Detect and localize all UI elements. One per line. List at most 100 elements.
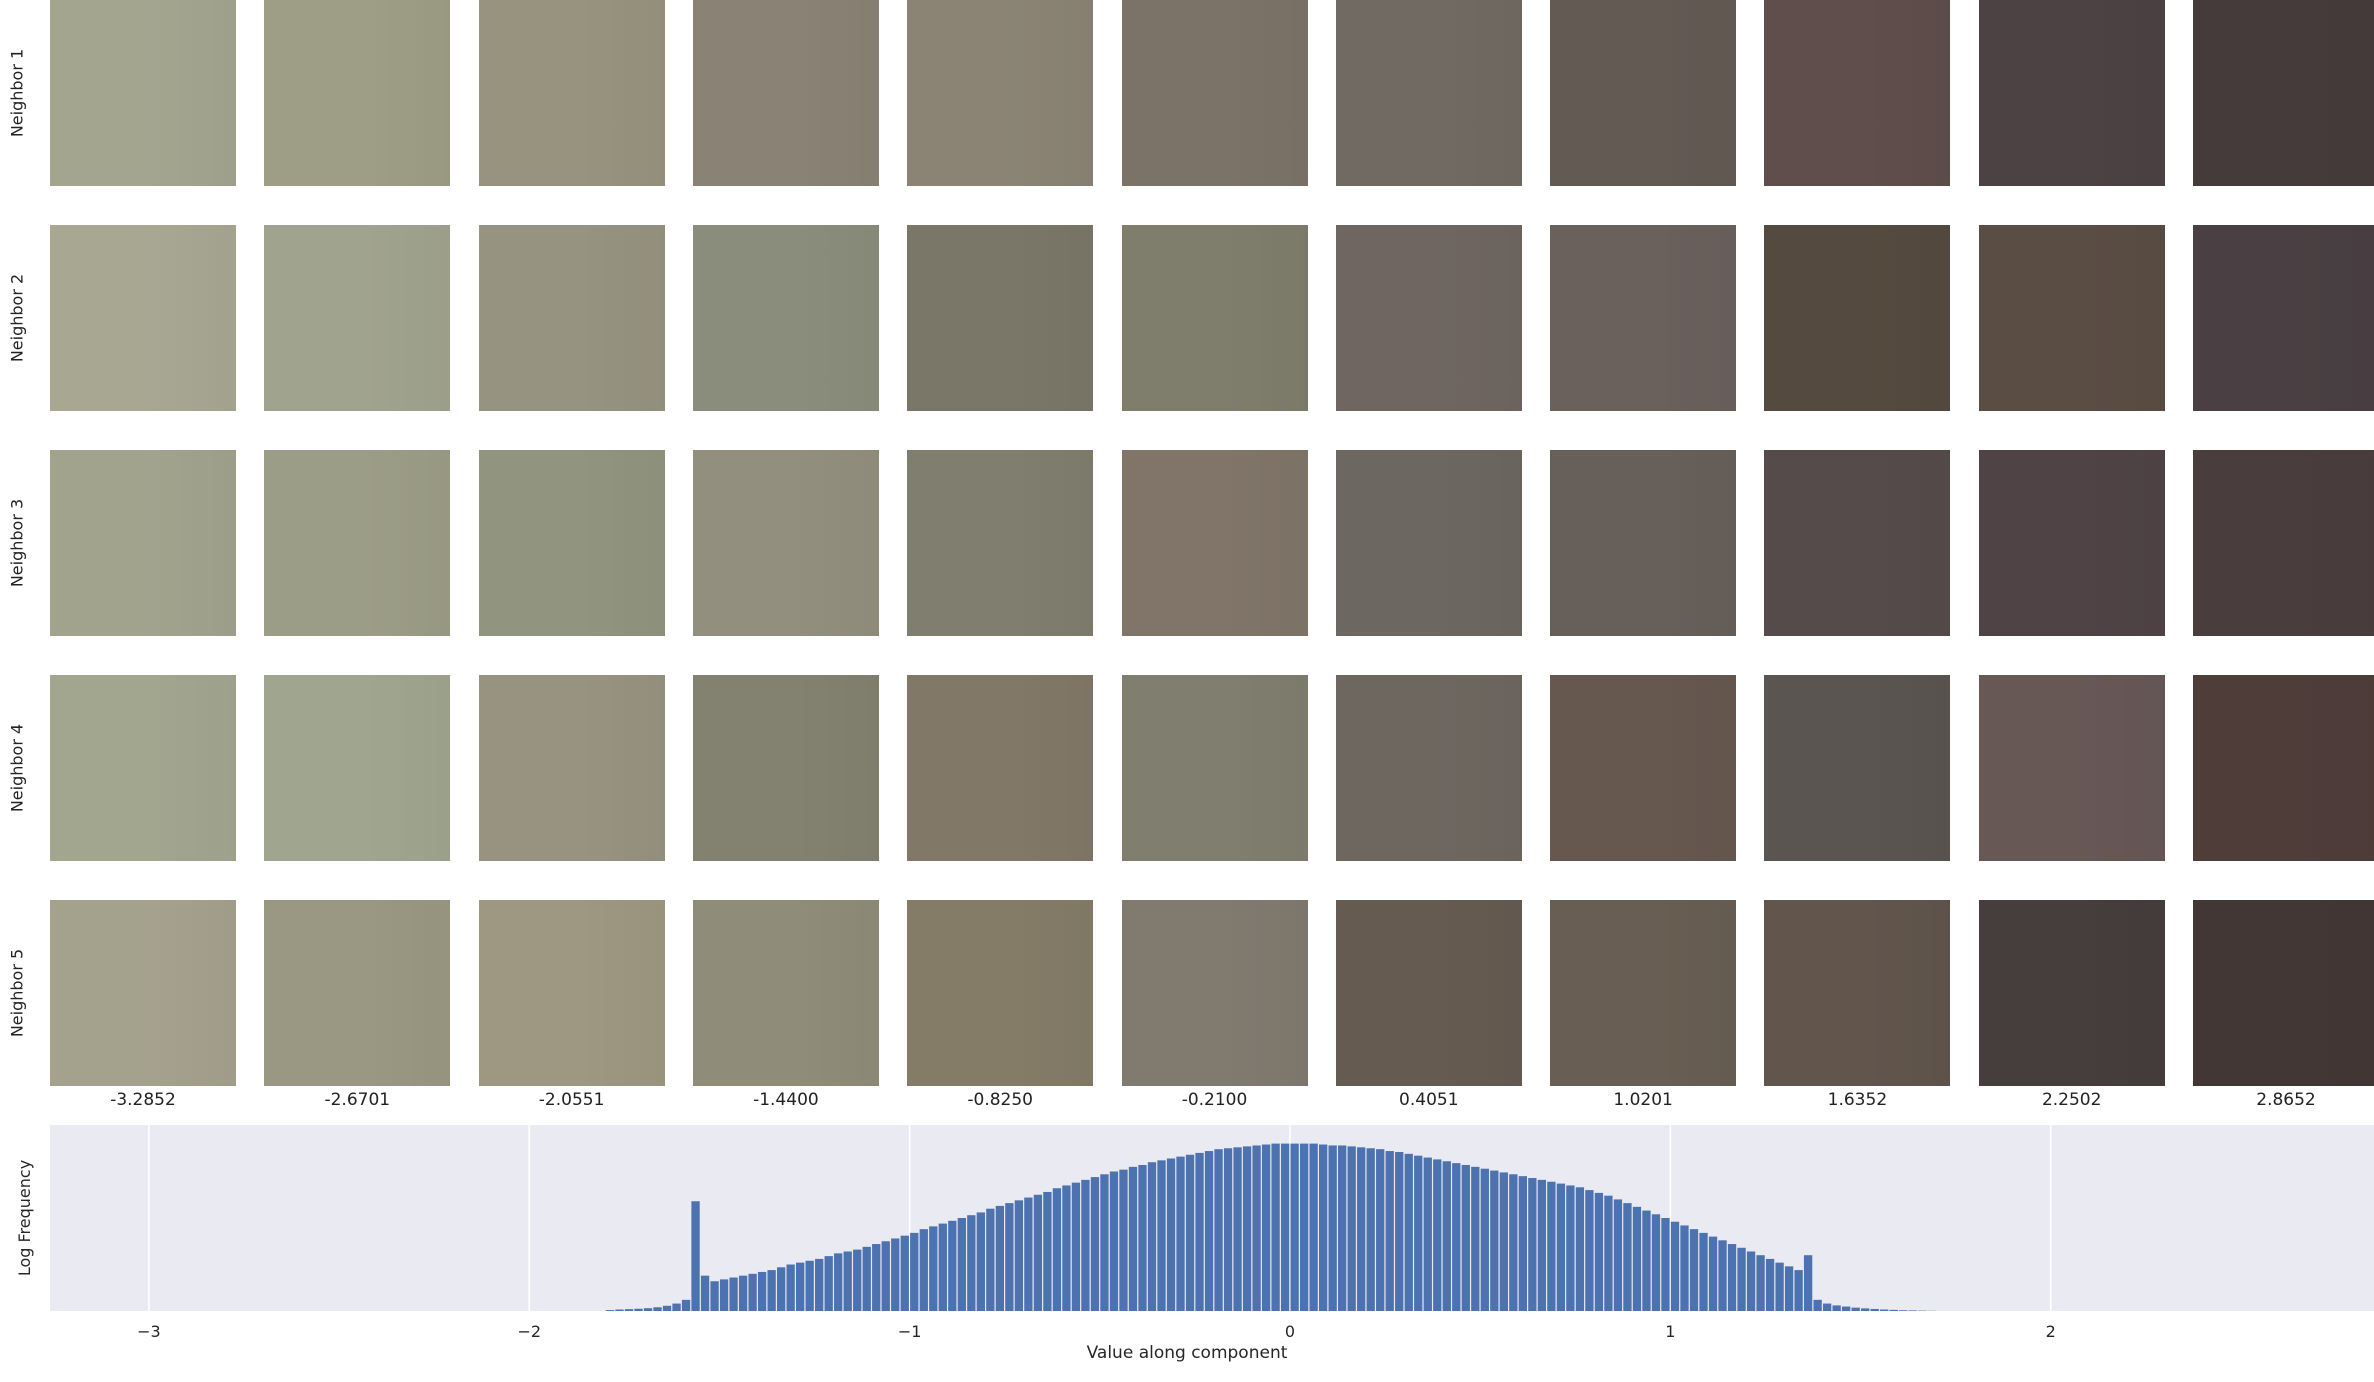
histogram-bar — [672, 1303, 681, 1311]
histogram-bar — [1889, 1309, 1898, 1311]
histogram-bar — [1005, 1203, 1014, 1311]
histogram-bar — [1813, 1299, 1822, 1311]
histogram-bar — [1157, 1160, 1166, 1311]
histogram-bar — [1547, 1181, 1556, 1311]
histogram-bar — [1689, 1229, 1699, 1311]
neighbor-image-tile — [692, 0, 879, 186]
histogram-bar — [776, 1267, 786, 1311]
histogram-bar — [710, 1281, 719, 1311]
histogram-bar — [1499, 1172, 1508, 1311]
histogram-bar — [1651, 1214, 1661, 1311]
neighbor-image-tile — [1550, 450, 1737, 636]
neighbor-image-tile — [1121, 450, 1308, 636]
histogram-bar — [1661, 1218, 1670, 1311]
neighbor-image-tile — [264, 900, 451, 1086]
histogram-bar — [853, 1249, 862, 1311]
histogram-bar — [872, 1244, 881, 1311]
histogram-bar — [1452, 1163, 1461, 1311]
x-tick-label: −1 — [898, 1322, 922, 1341]
histogram-bar — [681, 1299, 691, 1311]
histogram-bar — [1822, 1303, 1832, 1311]
neighbor-image-tile — [478, 0, 665, 186]
neighbor-image-tile — [1978, 225, 2165, 411]
column-value-label: 2.8652 — [2256, 1090, 2316, 1110]
histogram-bar — [929, 1226, 938, 1311]
histogram-bar — [1518, 1176, 1527, 1311]
histogram-bar — [1214, 1149, 1223, 1311]
histogram-bar — [1299, 1143, 1309, 1311]
histogram-bar — [1718, 1240, 1727, 1311]
histogram-bar — [1242, 1146, 1252, 1311]
column-value-label: 2.2502 — [2041, 1090, 2102, 1110]
histogram-bar — [967, 1215, 976, 1311]
histogram-bar — [919, 1229, 928, 1311]
histogram-bar — [662, 1305, 672, 1311]
y-axis-label: Log Frequency — [15, 1160, 34, 1276]
histogram-bar — [691, 1201, 700, 1311]
neighbor-image-tile — [478, 450, 665, 636]
histogram-bar — [615, 1309, 624, 1311]
histogram-bar — [1461, 1164, 1470, 1311]
column-value-label: -2.0551 — [538, 1090, 605, 1110]
histogram-bar — [1280, 1143, 1290, 1311]
histogram-bar — [815, 1258, 824, 1311]
neighbor-image-tile — [50, 225, 236, 411]
neighbor-image-tile — [478, 675, 665, 861]
histogram-bar — [1024, 1197, 1033, 1311]
histogram-bar — [1271, 1143, 1280, 1311]
neighbor-image-tile — [50, 450, 236, 636]
neighbor-tile-grid: Neighbor 1 Neighbor 2 Neighbor 3 Neighbor 4… — [8, 0, 2374, 1110]
neighbor-image-tile — [907, 0, 1094, 186]
histogram-bar — [1442, 1161, 1451, 1311]
histogram-bar — [1670, 1221, 1680, 1311]
x-tick-label: 0 — [1285, 1322, 1295, 1341]
histogram-bar — [1433, 1159, 1442, 1311]
histogram-bar — [738, 1275, 748, 1311]
neighbor-image-tile — [907, 225, 1094, 411]
histogram-bar — [881, 1241, 890, 1311]
histogram-bar — [1765, 1258, 1775, 1311]
x-tick-label: −3 — [137, 1322, 161, 1341]
histogram-bar — [986, 1208, 995, 1311]
histogram-bar — [1252, 1145, 1261, 1311]
histogram-bar — [976, 1212, 985, 1311]
neighbor-image-tile — [907, 900, 1094, 1086]
histogram-bar — [1204, 1151, 1214, 1311]
histogram-bar — [1233, 1147, 1242, 1311]
histogram-bar — [1357, 1147, 1366, 1311]
histogram-bar — [1585, 1190, 1594, 1311]
neighbor-image-tile — [1121, 0, 1308, 186]
histogram-bar — [624, 1309, 634, 1311]
histogram-bar — [1528, 1178, 1537, 1311]
neighbor-image-tile — [478, 900, 665, 1086]
neighbor-image-tile — [264, 450, 451, 636]
histogram-bar — [1575, 1187, 1585, 1311]
histogram-bar — [1081, 1179, 1090, 1311]
histogram-bar — [891, 1238, 900, 1311]
histogram-bar — [862, 1246, 871, 1311]
column-value-label: -3.2852 — [110, 1090, 176, 1110]
histogram-bar — [1014, 1200, 1024, 1311]
histogram-bar — [1746, 1251, 1756, 1311]
neighbor-image-tile — [1550, 675, 1737, 861]
histogram-bar — [1794, 1270, 1803, 1311]
histogram-bar — [1832, 1305, 1841, 1311]
neighbor-image-tile — [692, 225, 879, 411]
histogram-bar — [938, 1223, 947, 1311]
histogram-bar — [1062, 1185, 1071, 1311]
histogram-bar — [1319, 1144, 1328, 1311]
histogram-bar — [1147, 1162, 1157, 1311]
histogram-bar — [1841, 1306, 1851, 1311]
neighbor-image-tile — [1335, 450, 1522, 636]
histogram-bar — [1632, 1206, 1642, 1311]
histogram-bar — [1899, 1310, 1908, 1311]
histogram-bar — [1100, 1174, 1109, 1311]
histogram-bar — [1052, 1188, 1062, 1311]
neighbor-image-tile — [907, 675, 1094, 861]
neighbor-image-tile — [2193, 675, 2374, 861]
neighbor-image-tile — [1978, 900, 2165, 1086]
histogram-bar — [948, 1220, 957, 1311]
neighbor-image-tile — [2193, 225, 2374, 411]
